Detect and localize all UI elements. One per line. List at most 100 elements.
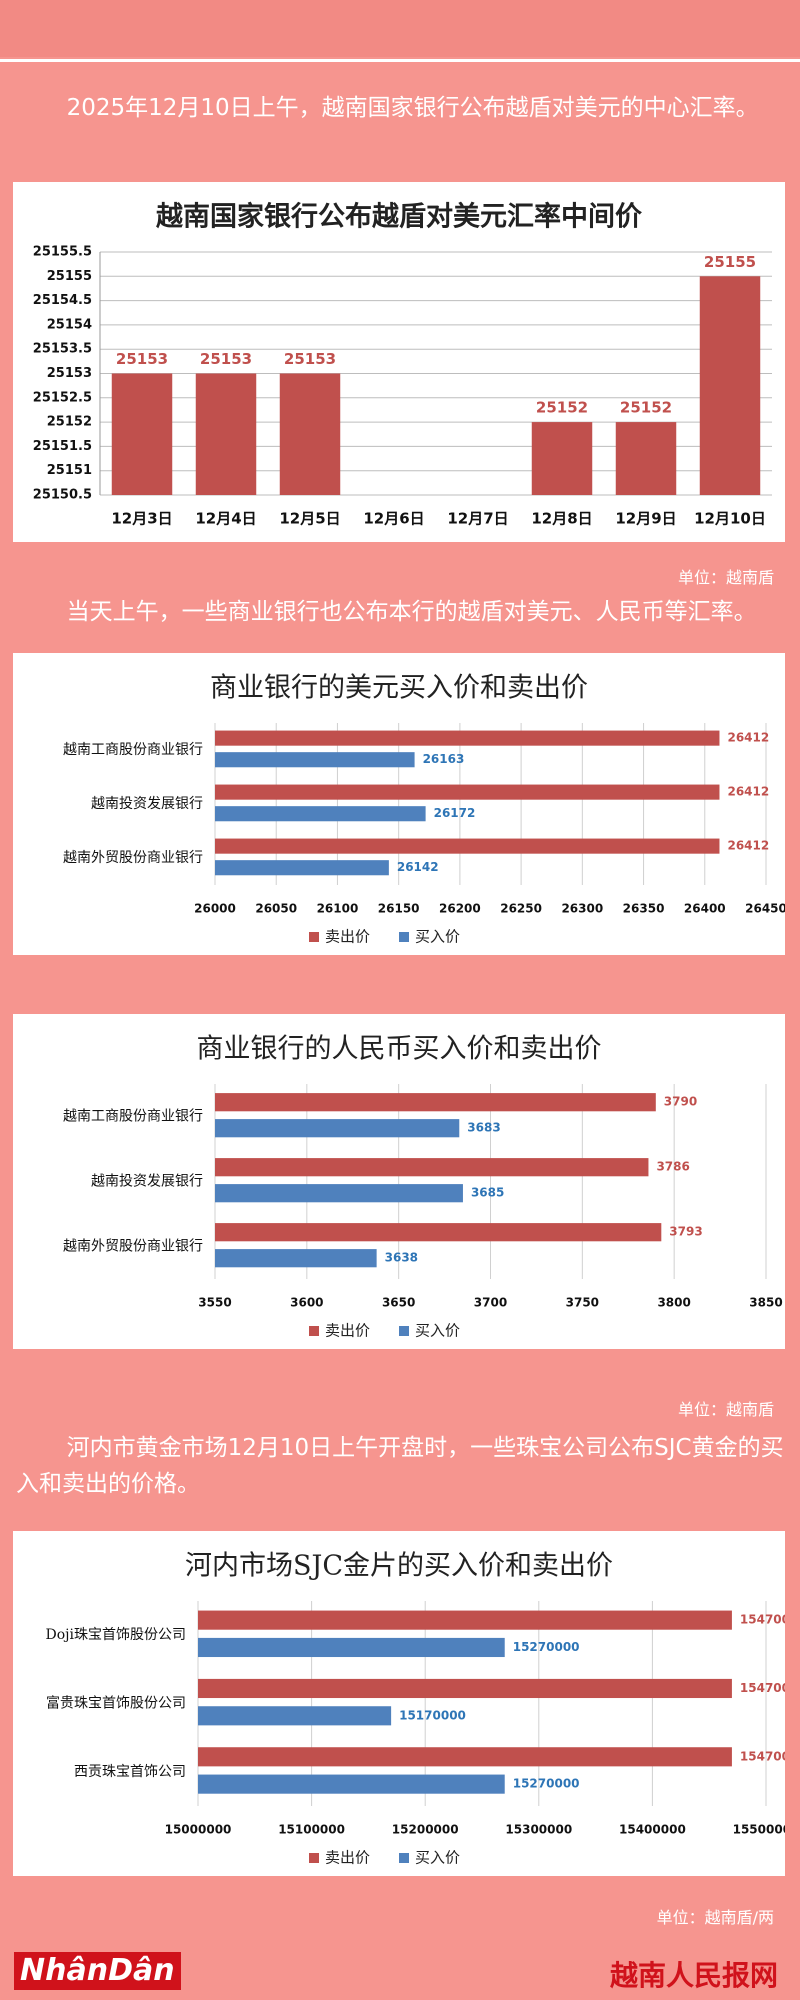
x-tick-label: 15000000 — [165, 1823, 232, 1837]
chart-title: 商业银行的美元买入价和卖出价 — [210, 673, 588, 704]
bar — [215, 730, 720, 746]
paragraph: 2025年12月10日上午，越南国家银行公布越盾对美元的中心汇率。 — [66, 95, 759, 121]
x-tick-label: 26200 — [439, 902, 481, 916]
y-tick-label: 富贵珠宝首饰股份公司 — [46, 1695, 186, 1712]
legend-swatch — [399, 932, 409, 942]
bar — [195, 373, 257, 495]
chart: 河内市场SJC金片的买入价和卖出价 15000000 15100000 1520000… — [46, 1551, 800, 1867]
legend-swatch — [309, 932, 319, 942]
y-tick-label: 25151 — [47, 463, 92, 478]
data-label: 26412 — [727, 839, 769, 853]
bar — [198, 1678, 732, 1699]
legend-label: 卖出价 — [325, 1849, 370, 1867]
bar — [215, 1119, 460, 1138]
y-tick-label: Doji珠宝首饰股份公司 — [46, 1627, 186, 1643]
data-label: 3683 — [467, 1121, 500, 1135]
x-tick-label: 3800 — [657, 1296, 690, 1310]
bar — [198, 1637, 505, 1658]
x-tick-label: 12月5日 — [279, 510, 340, 528]
x-tick-label: 3850 — [749, 1296, 782, 1310]
x-tick-label: 3600 — [290, 1296, 323, 1310]
bar — [531, 422, 593, 495]
chart: 越南国家银行公布越盾对美元汇率中间价 25150.5 25151 25151.5 251… — [33, 201, 772, 528]
x-tick-label: 26400 — [684, 902, 726, 916]
y-tick-label: 越南投资发展银行 — [91, 796, 203, 812]
bar — [699, 276, 761, 495]
x-tick-label: 12月10日 — [694, 510, 766, 528]
x-tick-label: 26000 — [194, 902, 236, 916]
paragraph: 河内市黄金市场12月10日上午开盘时，一些珠宝公司公布SJC黄金的买入和卖出的价… — [16, 1435, 784, 1497]
bar — [215, 1184, 463, 1203]
legend-swatch — [309, 1326, 319, 1336]
x-tick-label: 12月7日 — [447, 510, 508, 528]
y-tick-label: 25155 — [47, 269, 92, 284]
chart: 商业银行的美元买入价和卖出价 26000 26050 26100 26150 26200 2… — [63, 673, 787, 946]
x-tick-label: 12月4日 — [195, 510, 256, 528]
x-tick-label: 12月9日 — [615, 510, 676, 528]
x-tick-label: 3650 — [382, 1296, 415, 1310]
bar — [198, 1610, 732, 1630]
data-label: 3793 — [669, 1225, 702, 1239]
legend-swatch — [309, 1853, 319, 1863]
bar — [215, 1223, 662, 1242]
data-label: 26412 — [727, 731, 769, 745]
chart-panel: 河内市场SJC金片的买入价和卖出价 15000000 15100000 1520000… — [13, 1531, 800, 1876]
chart: 商业银行的人民币买入价和卖出价 3550 3600 3650 3700 3750 3800 3… — [63, 1034, 783, 1340]
y-tick-label: 25150.5 — [33, 488, 92, 503]
chart-title: 商业银行的人民币买入价和卖出价 — [197, 1034, 602, 1065]
bar — [215, 752, 415, 768]
y-tick-label: 25155.5 — [33, 245, 92, 260]
y-tick-label: 25152 — [47, 415, 92, 430]
y-tick-label: 越南工商股份商业银行 — [63, 1109, 203, 1125]
top-band — [0, 0, 800, 57]
chart-panel: 商业银行的人民币买入价和卖出价 3550 3600 3650 3700 3750 3800 3… — [13, 1014, 785, 1349]
data-label: 15270000 — [513, 1777, 580, 1791]
data-label: 15470000 — [740, 1749, 785, 1763]
bar — [215, 1093, 656, 1112]
bar — [215, 860, 389, 876]
y-tick-label: 25153.5 — [33, 342, 92, 357]
data-label: 25153 — [116, 350, 168, 368]
x-tick-label: 3700 — [474, 1296, 507, 1310]
y-tick-label: 越南工商股份商业银行 — [63, 742, 203, 758]
bar — [198, 1774, 505, 1794]
legend-label: 买入价 — [415, 1849, 460, 1867]
data-label: 15470000 — [740, 1613, 785, 1627]
data-label: 25152 — [620, 399, 672, 417]
legend-label: 卖出价 — [325, 928, 370, 946]
bar — [198, 1706, 392, 1726]
data-label: 3685 — [471, 1186, 504, 1200]
bar — [615, 422, 677, 495]
data-label: 26142 — [397, 860, 439, 874]
y-tick-label: 25151.5 — [33, 439, 92, 454]
unit-note: 单位：越南盾 — [677, 568, 774, 587]
data-label: 25153 — [284, 350, 336, 368]
y-tick-label: 25154.5 — [33, 293, 92, 308]
paragraph: 当天上午，一些商业银行也公布本行的越盾对美元、人民币等汇率。 — [66, 599, 757, 625]
y-tick-label: 越南外贸股份商业银行 — [63, 850, 203, 866]
bar — [215, 784, 720, 800]
data-label: 15470000 — [740, 1681, 785, 1695]
y-tick-label: 越南外贸股份商业银行 — [63, 1239, 203, 1255]
site-name: 越南人民报网 — [609, 1959, 778, 1992]
x-tick-label: 15400000 — [619, 1823, 686, 1837]
x-tick-label: 26450 — [745, 902, 785, 916]
data-label: 15170000 — [399, 1708, 466, 1722]
unit-note: 单位：越南盾 — [677, 1400, 774, 1419]
x-tick-label: 26050 — [255, 902, 297, 916]
bar — [215, 1158, 649, 1177]
bar — [111, 373, 173, 495]
bar — [215, 806, 426, 822]
divider — [0, 59, 800, 62]
data-label: 3786 — [656, 1160, 689, 1174]
x-tick-label: 15500000 — [733, 1823, 785, 1837]
x-tick-label: 15300000 — [505, 1823, 572, 1837]
x-tick-label: 26300 — [561, 902, 603, 916]
data-label: 3790 — [664, 1095, 697, 1109]
data-label: 25153 — [200, 350, 252, 368]
x-tick-label: 26100 — [317, 902, 359, 916]
bar — [198, 1747, 732, 1767]
chart-panel: 越南国家银行公布越盾对美元汇率中间价 25150.5 25151 25151.5 251… — [13, 182, 785, 542]
y-tick-label: 越南投资发展银行 — [91, 1174, 203, 1190]
legend-label: 买入价 — [415, 1322, 460, 1340]
